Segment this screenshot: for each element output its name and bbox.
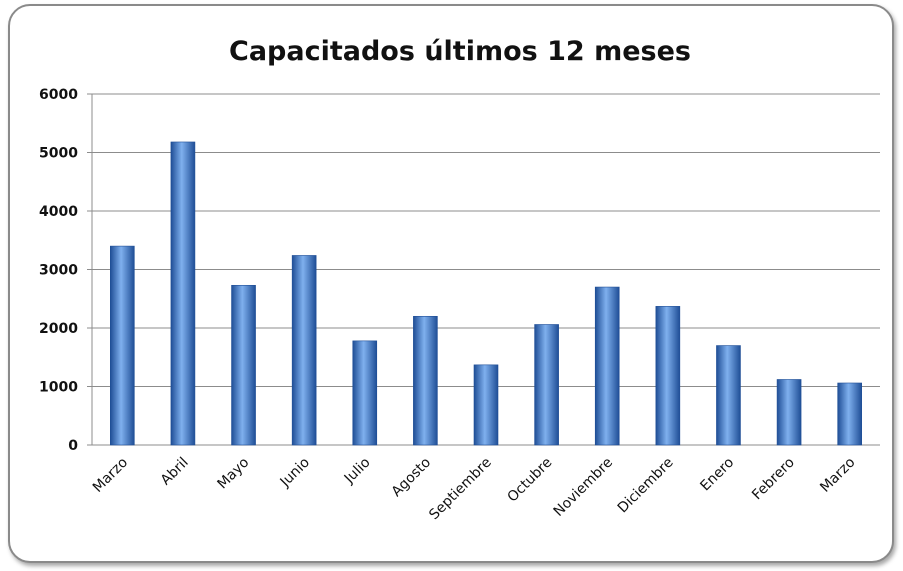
chart-frame	[8, 4, 894, 563]
y-tick-label: 0	[68, 438, 78, 454]
bar	[473, 364, 499, 446]
chart-title: Capacitados últimos 12 meses	[229, 36, 691, 67]
x-tick-label: Febrero	[749, 455, 798, 504]
bar	[534, 324, 559, 446]
y-tick-label: 4000	[39, 204, 78, 220]
x-tick-label: Julio	[341, 455, 374, 488]
x-tick-label: Noviembre	[551, 455, 616, 520]
x-tick-label: Marzo	[817, 455, 858, 496]
y-tick-label: 6000	[39, 87, 78, 103]
bar	[231, 284, 256, 446]
bar	[655, 306, 681, 446]
y-tick-label: 2000	[39, 321, 78, 337]
y-tick-label: 3000	[39, 263, 78, 279]
x-tick-label: Agosto	[389, 455, 435, 501]
y-tick-label: 5000	[39, 146, 78, 162]
y-tick-label: 1000	[39, 380, 78, 396]
x-tick-label: Diciembre	[615, 455, 677, 517]
bar	[110, 245, 135, 446]
bar	[170, 141, 196, 446]
grid-lines	[87, 93, 880, 446]
bar	[594, 286, 620, 446]
bar	[716, 345, 741, 446]
bar	[352, 340, 378, 446]
x-axis: Marzo Abril Mayo Junio Julio AgostoSeptiembre…	[90, 455, 859, 524]
bars	[110, 141, 862, 446]
bar	[837, 382, 862, 446]
x-tick-label: Septiembre	[426, 455, 495, 524]
bar	[291, 255, 317, 446]
x-tick-label: Octubre	[505, 455, 556, 506]
y-axis: 0 1000 2000 3000 4000 5000 6000	[39, 87, 93, 454]
x-tick-label: Marzo	[90, 455, 131, 496]
bar	[413, 315, 438, 446]
x-tick-label: Junio	[277, 455, 313, 491]
x-tick-label: Mayo	[215, 455, 253, 493]
bar	[776, 379, 802, 446]
x-tick-label: Enero	[697, 455, 737, 495]
x-tick-label: Abril	[158, 455, 192, 489]
